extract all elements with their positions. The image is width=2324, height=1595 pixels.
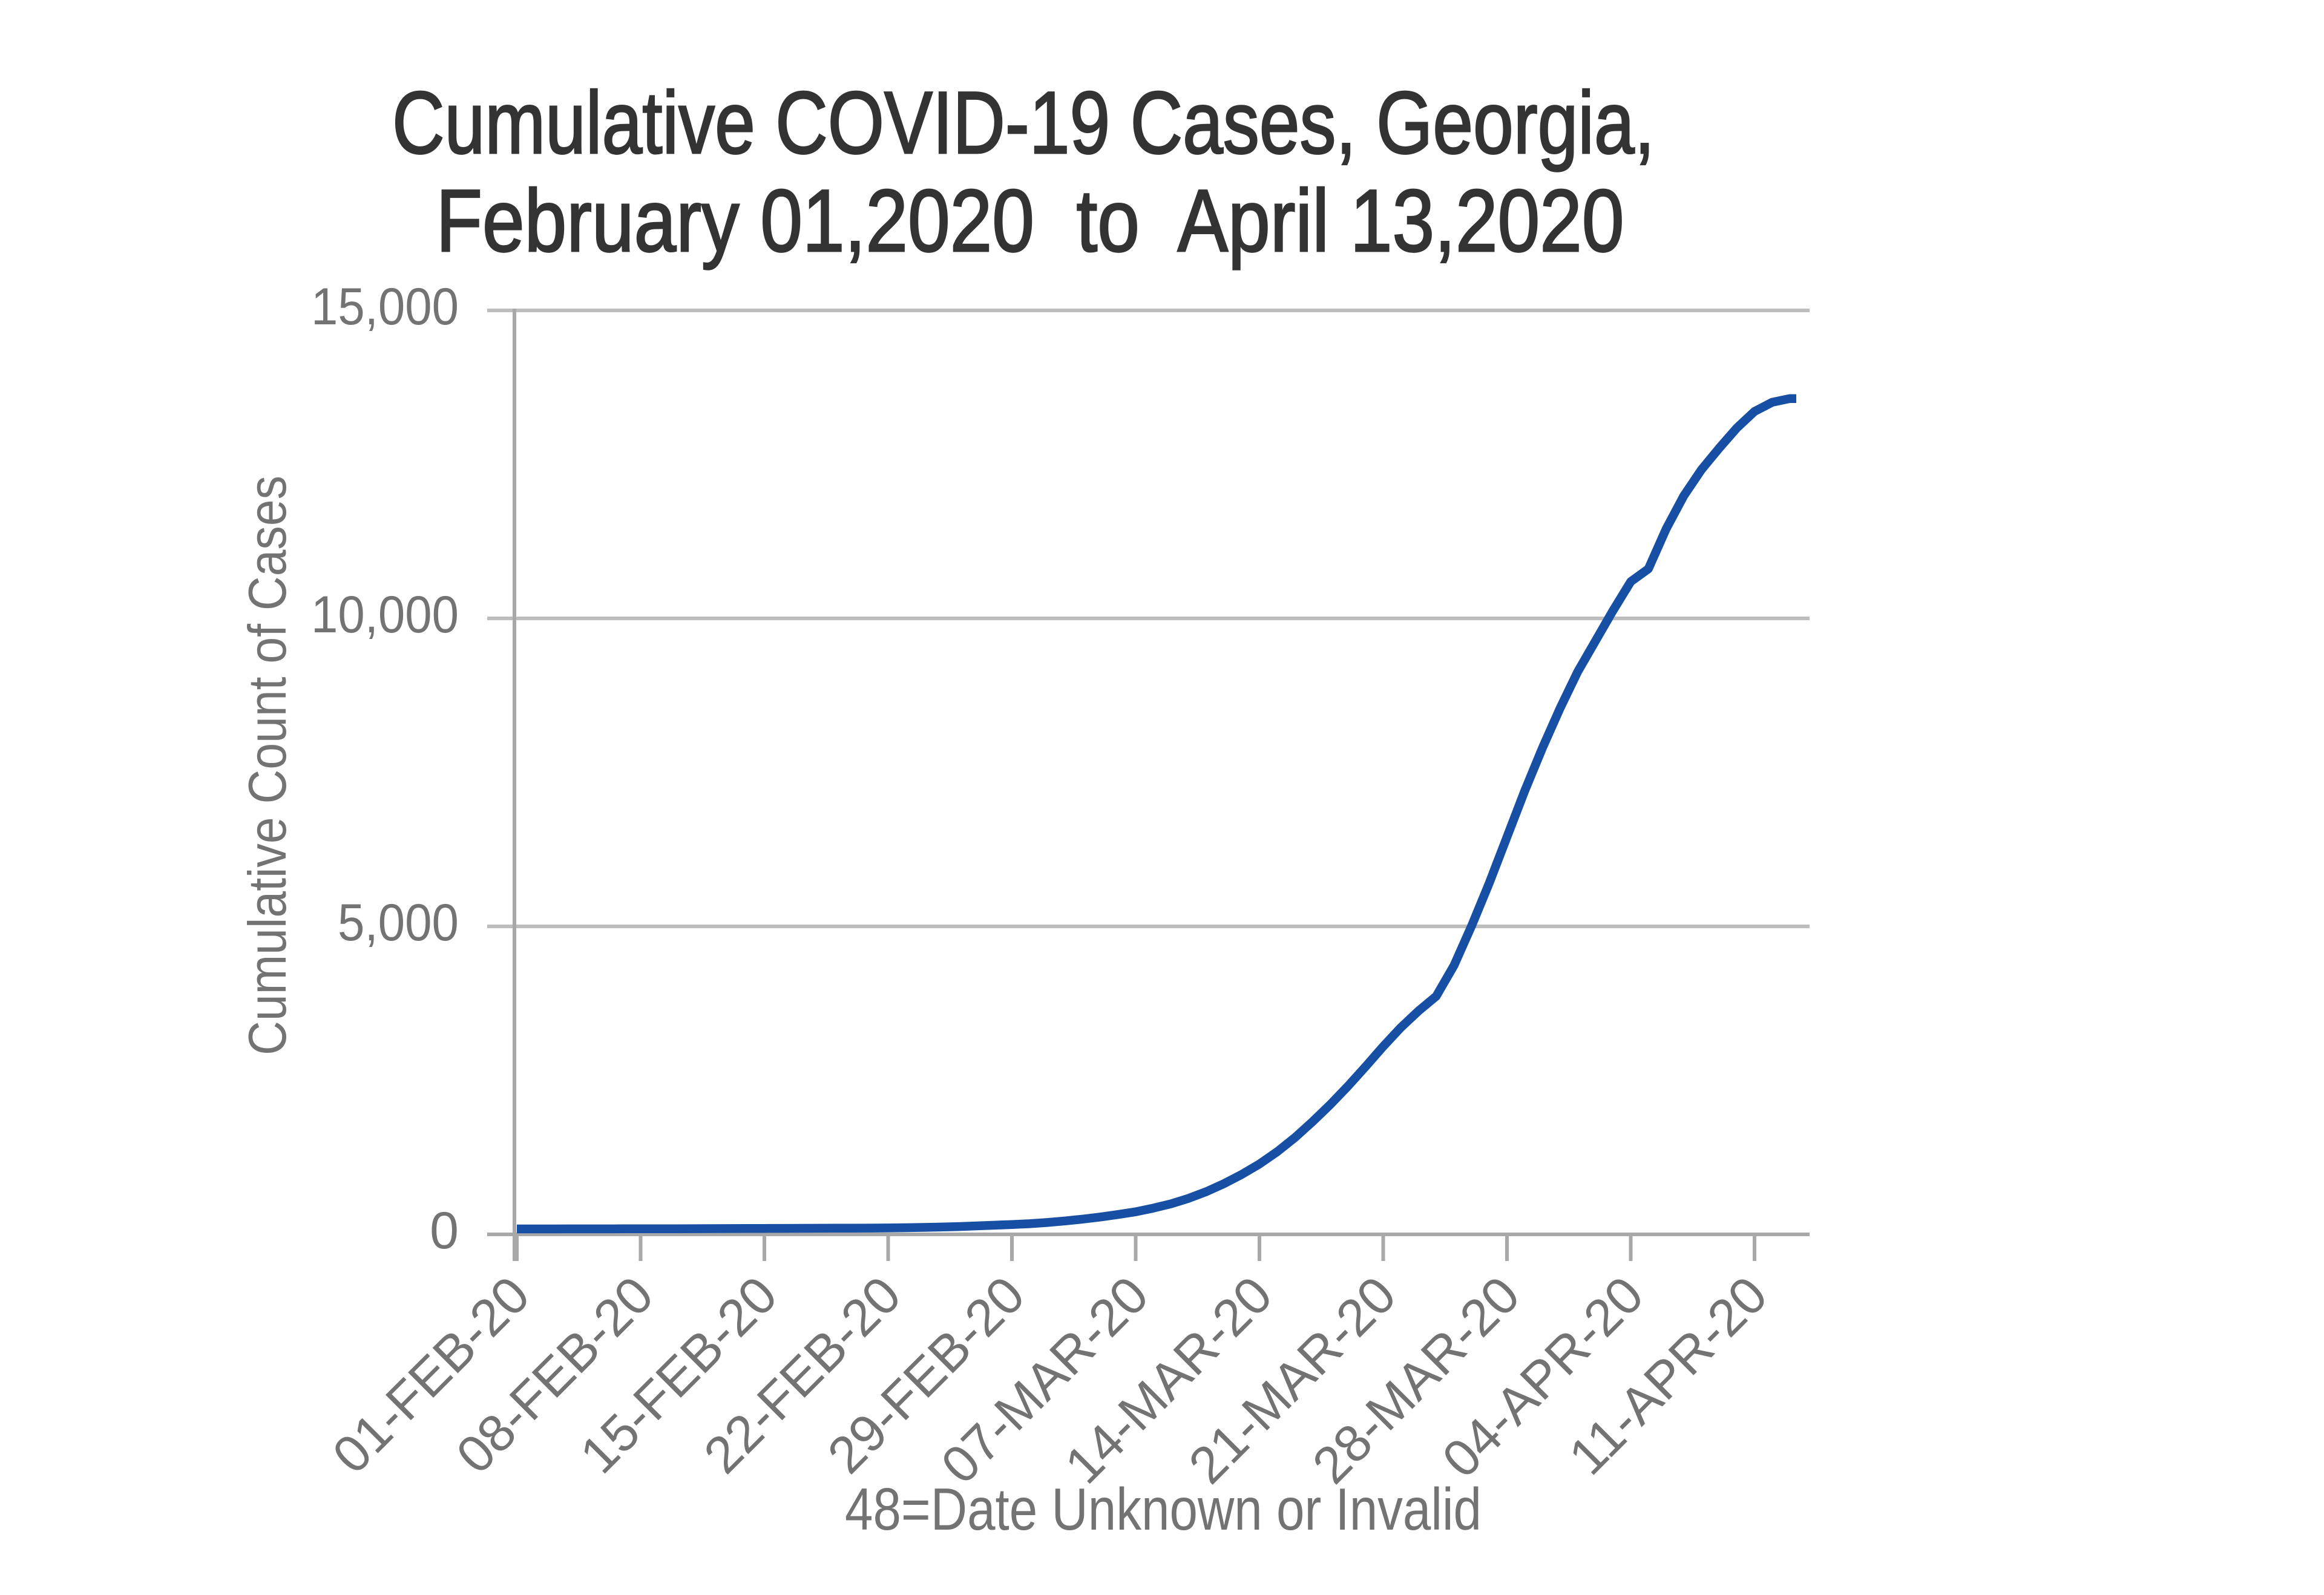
svg-text:Cumulative Count of Cases: Cumulative Count of Cases — [237, 476, 297, 1055]
svg-text:15,000: 15,000 — [311, 278, 459, 336]
svg-text:0: 0 — [430, 1202, 459, 1260]
svg-text:5,000: 5,000 — [338, 894, 459, 952]
svg-text:10,000: 10,000 — [311, 586, 459, 644]
svg-text:Cumulative COVID-19 Cases, Geo: Cumulative COVID-19 Cases, Georgia, — [392, 73, 1655, 172]
svg-text:48=Date Unknown or Invalid: 48=Date Unknown or Invalid — [845, 1476, 1482, 1542]
svg-text:February 01,2020 to April 13: February 01,2020 to April 13,2020 — [436, 171, 1624, 270]
